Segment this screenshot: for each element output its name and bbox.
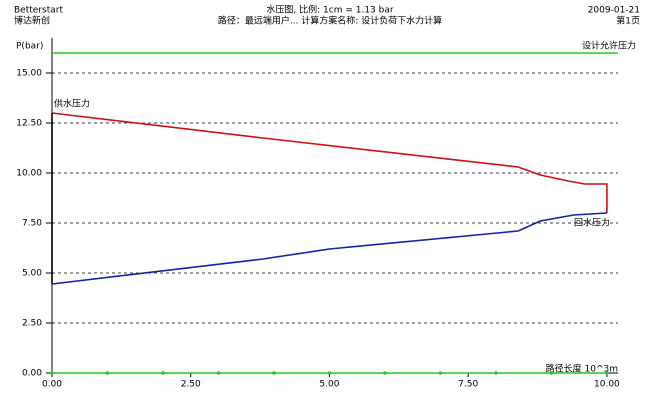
- annotation: 回水压力: [574, 217, 610, 229]
- header-left: Betterstart: [14, 6, 63, 16]
- series-marker: [549, 371, 554, 375]
- series-marker: [383, 371, 387, 375]
- y-tick-label: 15.00: [16, 69, 42, 79]
- y-tick-label: 2.50: [22, 319, 42, 329]
- x-axis-label: 路径长度 10^3m: [546, 363, 618, 375]
- x-tick-label: 0.00: [42, 380, 62, 390]
- header-left: 博达新创: [14, 15, 50, 27]
- series-marker: [272, 371, 276, 375]
- y-tick-label: 12.50: [16, 119, 42, 129]
- series-marker: [494, 371, 498, 375]
- series-marker: [50, 371, 54, 375]
- series-marker: [161, 371, 165, 375]
- x-tick-label: 2.50: [181, 380, 201, 390]
- series-line: [51, 212, 607, 285]
- series-marker: [605, 371, 609, 375]
- header-center: 水压图, 比例: 1cm = 1.13 bar: [266, 4, 393, 16]
- x-tick-label: 10.00: [594, 380, 620, 390]
- x-tick-label: 7.50: [458, 380, 478, 390]
- y-tick-label: 10.00: [16, 169, 42, 179]
- header-center: 路径：最远端用户... 计算方案名称: 设计负荷下水力计算: [218, 15, 442, 27]
- series-marker: [105, 371, 110, 375]
- series-marker: [216, 371, 221, 375]
- y-tick-label: 0.00: [22, 369, 42, 379]
- annotation: 供水压力: [54, 98, 90, 110]
- x-tick-label: 5.00: [319, 380, 339, 390]
- header-right: 2009-01-21: [588, 6, 640, 16]
- y-tick-label: 7.50: [22, 219, 42, 229]
- annotation: 设计允许压力: [582, 40, 636, 52]
- series-marker: [438, 371, 443, 375]
- header-right: 第1页: [616, 15, 640, 27]
- series-marker: [327, 371, 332, 375]
- y-tick-label: 5.00: [22, 269, 42, 279]
- y-axis-label: P(bar): [16, 42, 43, 52]
- series-line: [51, 112, 608, 213]
